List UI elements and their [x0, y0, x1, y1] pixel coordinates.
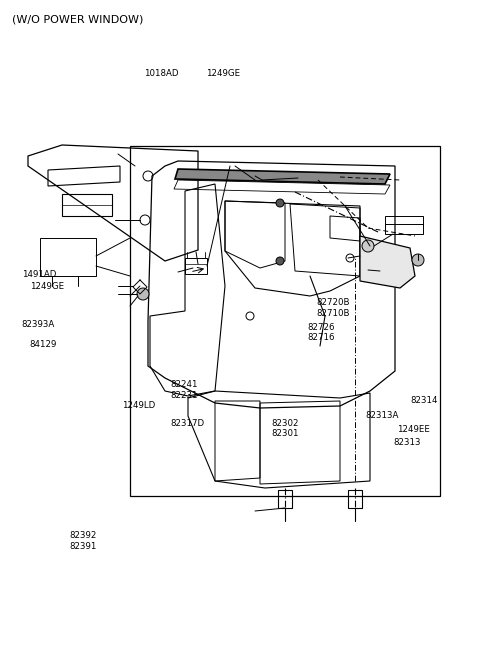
Text: 82392
82391: 82392 82391 [70, 531, 97, 551]
Bar [278, 490, 292, 508]
Polygon shape [175, 169, 390, 184]
Text: 82317D: 82317D [170, 419, 204, 428]
Text: 1249GE: 1249GE [206, 69, 240, 78]
Bar [130, 146, 440, 496]
Text: 82726
82716: 82726 82716 [307, 323, 335, 342]
Text: 1249LD: 1249LD [122, 401, 156, 411]
Text: 82720B
82710B: 82720B 82710B [317, 298, 350, 318]
Text: 82314: 82314 [410, 396, 438, 405]
Text: 1018AD: 1018AD [144, 69, 179, 78]
Text: 82313: 82313 [394, 438, 421, 447]
Text: 82393A: 82393A [22, 320, 55, 329]
Bar [385, 216, 423, 234]
Circle shape [362, 240, 374, 252]
Text: 82241
82231: 82241 82231 [170, 380, 198, 400]
Circle shape [137, 288, 149, 300]
Text: (W/O POWER WINDOW): (W/O POWER WINDOW) [12, 15, 144, 25]
Text: 82302
82301: 82302 82301 [271, 419, 299, 438]
Bar [40, 238, 96, 276]
Bar [62, 194, 112, 216]
Bar [185, 258, 207, 274]
Text: 1249GE: 1249GE [30, 282, 64, 291]
Text: 82313A: 82313A [366, 411, 399, 420]
Circle shape [412, 254, 424, 266]
Circle shape [276, 199, 284, 207]
Text: 1249EE: 1249EE [397, 425, 430, 434]
Text: 84129: 84129 [30, 340, 57, 349]
Polygon shape [360, 236, 415, 288]
Bar [348, 490, 362, 508]
Circle shape [276, 257, 284, 265]
Text: 1491AD: 1491AD [22, 270, 56, 279]
